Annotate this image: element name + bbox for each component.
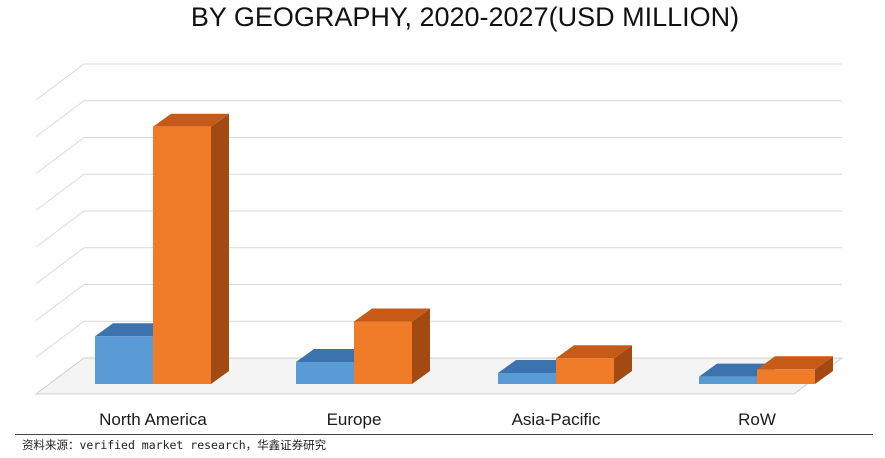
gridline-side (35, 210, 85, 248)
source-note: 资料来源：verified market research，华鑫证券研究 (22, 438, 327, 452)
bar-top (153, 113, 229, 127)
bar-front (757, 369, 815, 384)
bar-1-1 (354, 308, 430, 384)
bar-side (412, 308, 430, 384)
bar-3-1 (757, 356, 833, 384)
bar-0-1 (153, 113, 229, 384)
chart-title: BY GEOGRAPHY, 2020-2027(USD MILLION) (191, 2, 739, 32)
bar-front (354, 321, 412, 384)
category-label: North America (99, 410, 207, 429)
source-divider (15, 434, 873, 435)
category-label: Europe (327, 410, 382, 429)
bar-side (211, 113, 229, 384)
gridline-side (35, 284, 85, 321)
gridline-side (35, 247, 85, 285)
bar-top (757, 356, 833, 370)
bar-front (153, 126, 211, 384)
gridline-side (35, 320, 85, 358)
bar-top (354, 308, 430, 322)
bar-2-1 (556, 345, 632, 384)
bar-top (296, 348, 372, 362)
bar-front (556, 358, 614, 384)
bar-front (95, 336, 153, 384)
bar-side (815, 356, 833, 384)
gridline-side (35, 100, 85, 138)
gridline-side (35, 137, 85, 174)
bar-top (95, 323, 171, 337)
bar-top (498, 359, 574, 373)
gridlines (34, 63, 844, 395)
category-label: Asia-Pacific (512, 410, 601, 429)
bar-front (498, 372, 556, 384)
category-label: RoW (738, 410, 776, 429)
bar-top (699, 363, 775, 377)
bar-side (614, 345, 632, 384)
category-labels: North America Europe Asia-Pacific RoW (99, 410, 776, 429)
bar-top (556, 345, 632, 359)
bar-front (296, 361, 354, 384)
bar-front (699, 376, 757, 384)
gridline-side (35, 173, 85, 211)
gridline-side (35, 63, 85, 101)
bars (95, 113, 833, 384)
